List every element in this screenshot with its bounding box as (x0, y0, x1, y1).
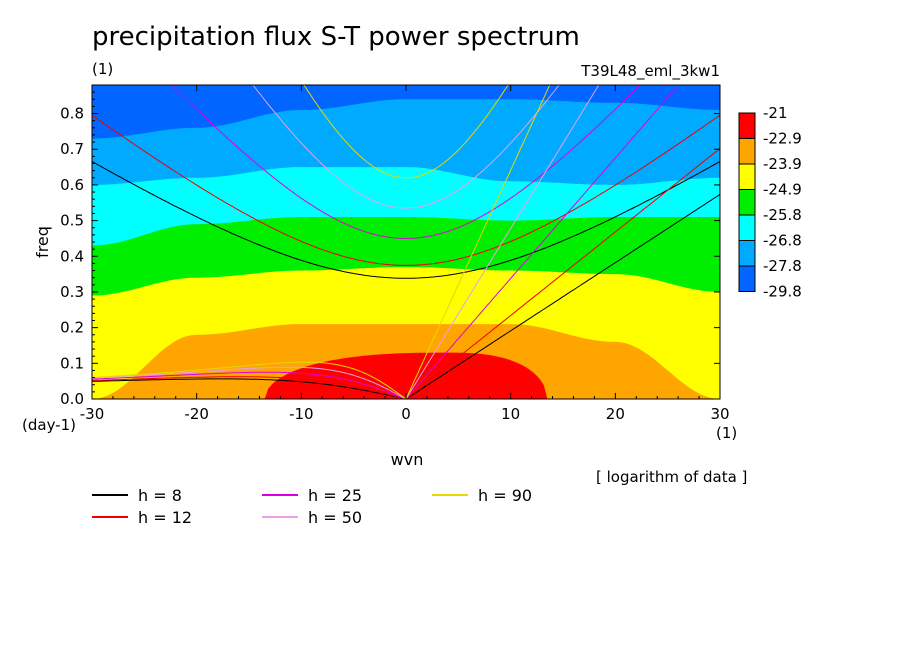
colorbar-swatch (738, 163, 756, 190)
rossby-wave-h90 (92, 361, 407, 399)
x-unit-label: (1) (716, 424, 737, 442)
rossby-wave-h50 (92, 366, 407, 399)
y-unit-label: (day-1) (22, 416, 76, 434)
y-tick-label: 0.7 (60, 140, 84, 158)
colorbar-level-label: -23.9 (763, 155, 802, 173)
chart-title: precipitation flux S-T power spectrum (92, 22, 580, 52)
y-tick-label: 0.5 (60, 212, 84, 230)
units-label: (1) (92, 60, 113, 78)
kelvin-wave-h25 (405, 85, 680, 399)
inertia-gravity-wave-h25 (170, 85, 642, 240)
inertia-gravity-wave-h12 (92, 114, 720, 266)
dispersion-curves-h90 (92, 85, 551, 399)
x-tick-label: -30 (80, 405, 105, 423)
colorbar-swatch (738, 138, 756, 165)
dispersion-curves-h50 (92, 85, 600, 399)
colorbar-level-label: -24.9 (763, 181, 802, 199)
legend-label-h25: h = 25 (308, 486, 362, 505)
y-tick-label: 0.1 (60, 354, 84, 372)
y-tick-label: 0.6 (60, 176, 84, 194)
colorbar-level-label: -26.8 (763, 232, 802, 250)
y-tick-label: 0.0 (60, 390, 84, 408)
dispersion-curves-h8 (92, 160, 720, 399)
colorbar-swatch (738, 240, 756, 267)
curve-legend: h = 8 h = 12 h = 25 h = 50 h = 90 (92, 486, 532, 527)
legend-label-h8: h = 8 (138, 486, 182, 505)
colorbar-level-label: -29.8 (763, 283, 802, 301)
x-tick-label: 10 (501, 405, 520, 423)
legend-label-h12: h = 12 (138, 508, 192, 527)
dispersion-curves-h25 (92, 85, 680, 399)
rossby-wave-h25 (92, 371, 407, 399)
colorbar-swatch (738, 112, 756, 139)
kelvin-wave-h8 (405, 193, 720, 399)
y-tick-label: 0.2 (60, 319, 84, 337)
colorbar-level-label: -21 (763, 104, 788, 122)
colorbar: -21 -22.9 -23.9 -24.9 -25.8 -26.8 -27.8 -29.8 (738, 104, 802, 301)
colorbar-swatch (738, 189, 756, 216)
kelvin-wave-h12 (405, 148, 720, 399)
kelvin-wave-h90 (405, 85, 551, 399)
x-tick-label: 20 (606, 405, 625, 423)
y-axis-title: freq (33, 226, 52, 258)
y-tick-label: 0.8 (60, 105, 84, 123)
x-tick-label: -10 (289, 405, 314, 423)
inertia-gravity-wave-h90 (303, 85, 509, 179)
rossby-wave-h12 (92, 376, 407, 399)
x-tick-label: 0 (401, 405, 411, 423)
colorbar-swatch (738, 265, 756, 292)
contour-fill-layer (92, 85, 720, 399)
legend-label-h90: h = 90 (478, 486, 532, 505)
dispersion-curves-h12 (92, 114, 720, 399)
colorbar-swatch (738, 214, 756, 241)
x-tick-label: 30 (710, 405, 729, 423)
inertia-gravity-wave-h8 (92, 160, 720, 279)
log-note: [ logarithm of data ] (596, 468, 747, 486)
colorbar-level-label: -27.8 (763, 257, 802, 275)
legend-label-h50: h = 50 (308, 508, 362, 527)
run-label: T39L48_eml_3kw1 (580, 62, 720, 81)
x-axis-title: wvn (391, 450, 424, 469)
y-axis: 0.0 0.1 0.2 0.3 0.4 0.5 0.6 0.7 0.8 (60, 91, 720, 408)
y-tick-label: 0.4 (60, 247, 84, 265)
x-axis: -30 -20 -10 0 10 20 30 (80, 85, 730, 423)
dispersion-curve-layer (92, 85, 720, 399)
inertia-gravity-wave-h50 (252, 85, 560, 209)
rossby-wave-h8 (92, 378, 407, 399)
kelvin-wave-h50 (405, 85, 600, 399)
colorbar-level-label: -22.9 (763, 130, 802, 148)
x-tick-label: -20 (184, 405, 209, 423)
colorbar-level-label: -25.8 (763, 206, 802, 224)
y-tick-label: 0.3 (60, 283, 84, 301)
